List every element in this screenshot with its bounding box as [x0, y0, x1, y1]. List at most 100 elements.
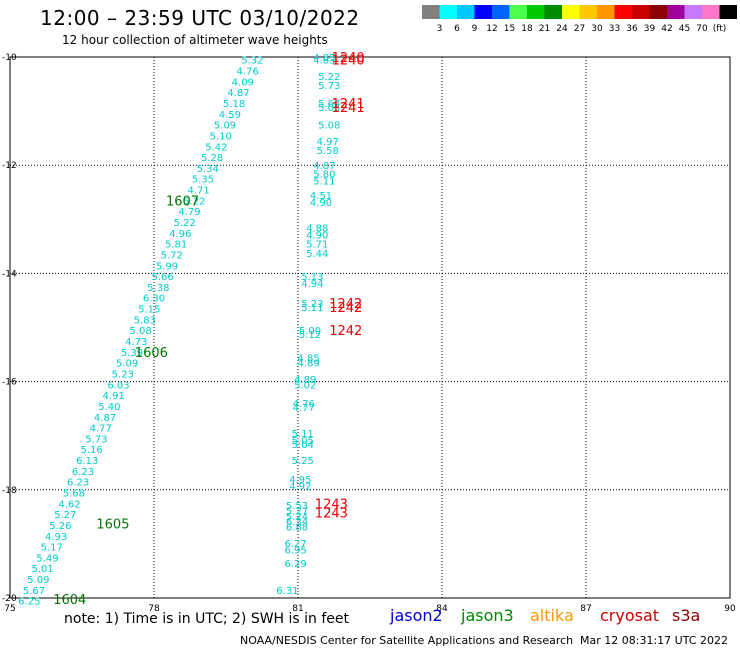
color-scale-swatch — [527, 5, 545, 19]
wave-height-value: 5.16 — [80, 445, 102, 456]
color-scale-label: 36 — [626, 24, 638, 34]
y-tick-label: -18 — [2, 486, 17, 496]
color-scale-label: 45 — [679, 24, 690, 34]
wave-height-value: 5.27 — [286, 506, 308, 517]
wave-height-value: 5.11 — [292, 429, 314, 440]
wave-height-value: 5.27 — [54, 510, 76, 521]
wave-height-value: 4.85 — [313, 53, 335, 64]
wave-height-value: 5.83 — [134, 315, 156, 326]
wave-height-value: 5.34 — [197, 164, 219, 175]
color-scale-swatch — [509, 5, 527, 19]
wave-height-value: 5.44 — [306, 249, 328, 260]
color-scale-swatch — [632, 5, 650, 19]
wave-height-value: 4.91 — [103, 391, 125, 402]
color-scale-label: 24 — [556, 24, 568, 34]
wave-height-value: 5.00 — [299, 326, 321, 337]
color-scale-swatch — [474, 5, 492, 19]
wave-height-value: 4.71 — [188, 186, 210, 197]
wave-height-value: 4.96 — [169, 229, 191, 240]
wave-height-value: 5.49 — [36, 553, 58, 564]
color-scale-swatch — [562, 5, 580, 19]
wave-height-value: 5.09 — [27, 575, 49, 586]
wave-height-value: 5.68 — [63, 489, 85, 500]
wave-height-value: 5.22 — [183, 196, 205, 207]
wave-height-value: 5.08 — [318, 121, 340, 132]
wave-height-value: 5.17 — [41, 543, 63, 554]
wave-height-value: 5.22 — [174, 218, 196, 229]
wave-height-value: 5.42 — [205, 142, 227, 153]
wave-height-value: 4.09 — [232, 77, 254, 88]
wave-height-value: 5.71 — [306, 240, 328, 251]
color-scale-swatch — [649, 5, 667, 19]
time-label: 1240 — [332, 51, 365, 66]
wave-height-value: 6.95 — [284, 545, 306, 556]
wave-height-value: 4.62 — [58, 499, 80, 510]
wave-height-value: 5.38 — [147, 283, 169, 294]
wave-height-value: 5.12 — [299, 330, 321, 341]
y-tick-label: -14 — [2, 269, 17, 279]
time-label: 1241 — [332, 97, 365, 112]
time-label: 1240 — [332, 54, 365, 69]
wave-height-value: 5.01 — [32, 564, 54, 575]
wave-height-value: 4.90 — [306, 230, 328, 241]
wave-height-value: 5.66 — [152, 272, 174, 283]
color-scale-swatch — [614, 5, 632, 19]
time-label: 1606 — [135, 346, 168, 361]
time-labels: 1240124012411241124212421242124312431607… — [53, 51, 364, 608]
time-label: 1242 — [329, 301, 362, 316]
wave-height-value: 5.23 — [301, 299, 323, 310]
wave-height-value: 5.11 — [313, 176, 335, 187]
wave-height-value: 6.03 — [107, 380, 129, 391]
wave-height-value: 5.73 — [318, 81, 340, 92]
satellite-legend-jason3: jason3 — [461, 606, 514, 625]
wave-height-value: 5.09 — [214, 121, 236, 132]
wave-height-value: 6.31 — [276, 586, 298, 597]
timestamp-text: Mar 12 08:31:17 UTC 2022 — [580, 634, 728, 647]
color-scale-swatch — [702, 5, 720, 19]
wave-height-value: 5.39 — [121, 348, 143, 359]
color-scale-swatch — [597, 5, 615, 19]
wave-height-value: 4.85 — [297, 353, 319, 364]
wave-height-value: 5.40 — [98, 402, 120, 413]
x-tick-label: 90 — [724, 604, 736, 614]
wave-height-value: 5.25 — [292, 456, 314, 467]
wave-height-value: 4.87 — [94, 413, 116, 424]
color-scale-label: 6 — [454, 24, 460, 34]
wave-height-value: 4.76 — [293, 399, 315, 410]
wave-height-value: 6.27 — [284, 539, 306, 550]
color-scale-label: 39 — [644, 24, 656, 34]
wave-height-value: 5.15 — [138, 305, 160, 316]
color-scale-swatch — [684, 5, 702, 19]
wave-height-value: 5.08 — [129, 326, 151, 337]
map-grid — [9, 56, 731, 599]
wave-height-value: 4.73 — [125, 337, 147, 348]
color-scale-label: 15 — [504, 24, 515, 34]
wave-height-value: 5.04 — [292, 440, 314, 451]
wave-height-value: 4.89 — [297, 359, 319, 370]
wave-height-value: 4.89 — [294, 375, 316, 386]
color-scale-label: 21 — [539, 24, 550, 34]
time-label: 1607 — [166, 194, 199, 209]
wave-height-value: 5.32 — [241, 56, 263, 67]
wave-height-value: 5.22 — [318, 72, 340, 83]
color-scale-label: 42 — [661, 24, 672, 34]
wave-height-value: 5.73 — [85, 434, 107, 445]
wave-height-value: 4.59 — [219, 110, 241, 121]
wave-height-tracks: 5.324.764.094.875.184.595.095.105.425.28… — [18, 53, 340, 608]
x-tick-label: 78 — [148, 604, 160, 614]
color-scale-label: 27 — [574, 24, 585, 34]
time-label: 1242 — [329, 324, 362, 339]
wave-height-value: 6.34 — [286, 517, 308, 528]
y-tick-label: -12 — [2, 161, 17, 171]
wave-height-value: 4.88 — [306, 223, 328, 234]
note-text: note: 1) Time is in UTC; 2) SWH is in fe… — [64, 611, 350, 627]
wave-height-value: 5.99 — [156, 261, 178, 272]
color-scale-swatch — [439, 5, 457, 19]
wave-height-value: 5.10 — [210, 131, 232, 142]
y-tick-label: -16 — [2, 378, 17, 388]
color-scale-label: 3 — [437, 24, 443, 34]
wave-height-value: 4.95 — [289, 475, 311, 486]
wave-height-value: 5.13 — [301, 272, 323, 283]
x-tick-label: 81 — [292, 604, 303, 614]
